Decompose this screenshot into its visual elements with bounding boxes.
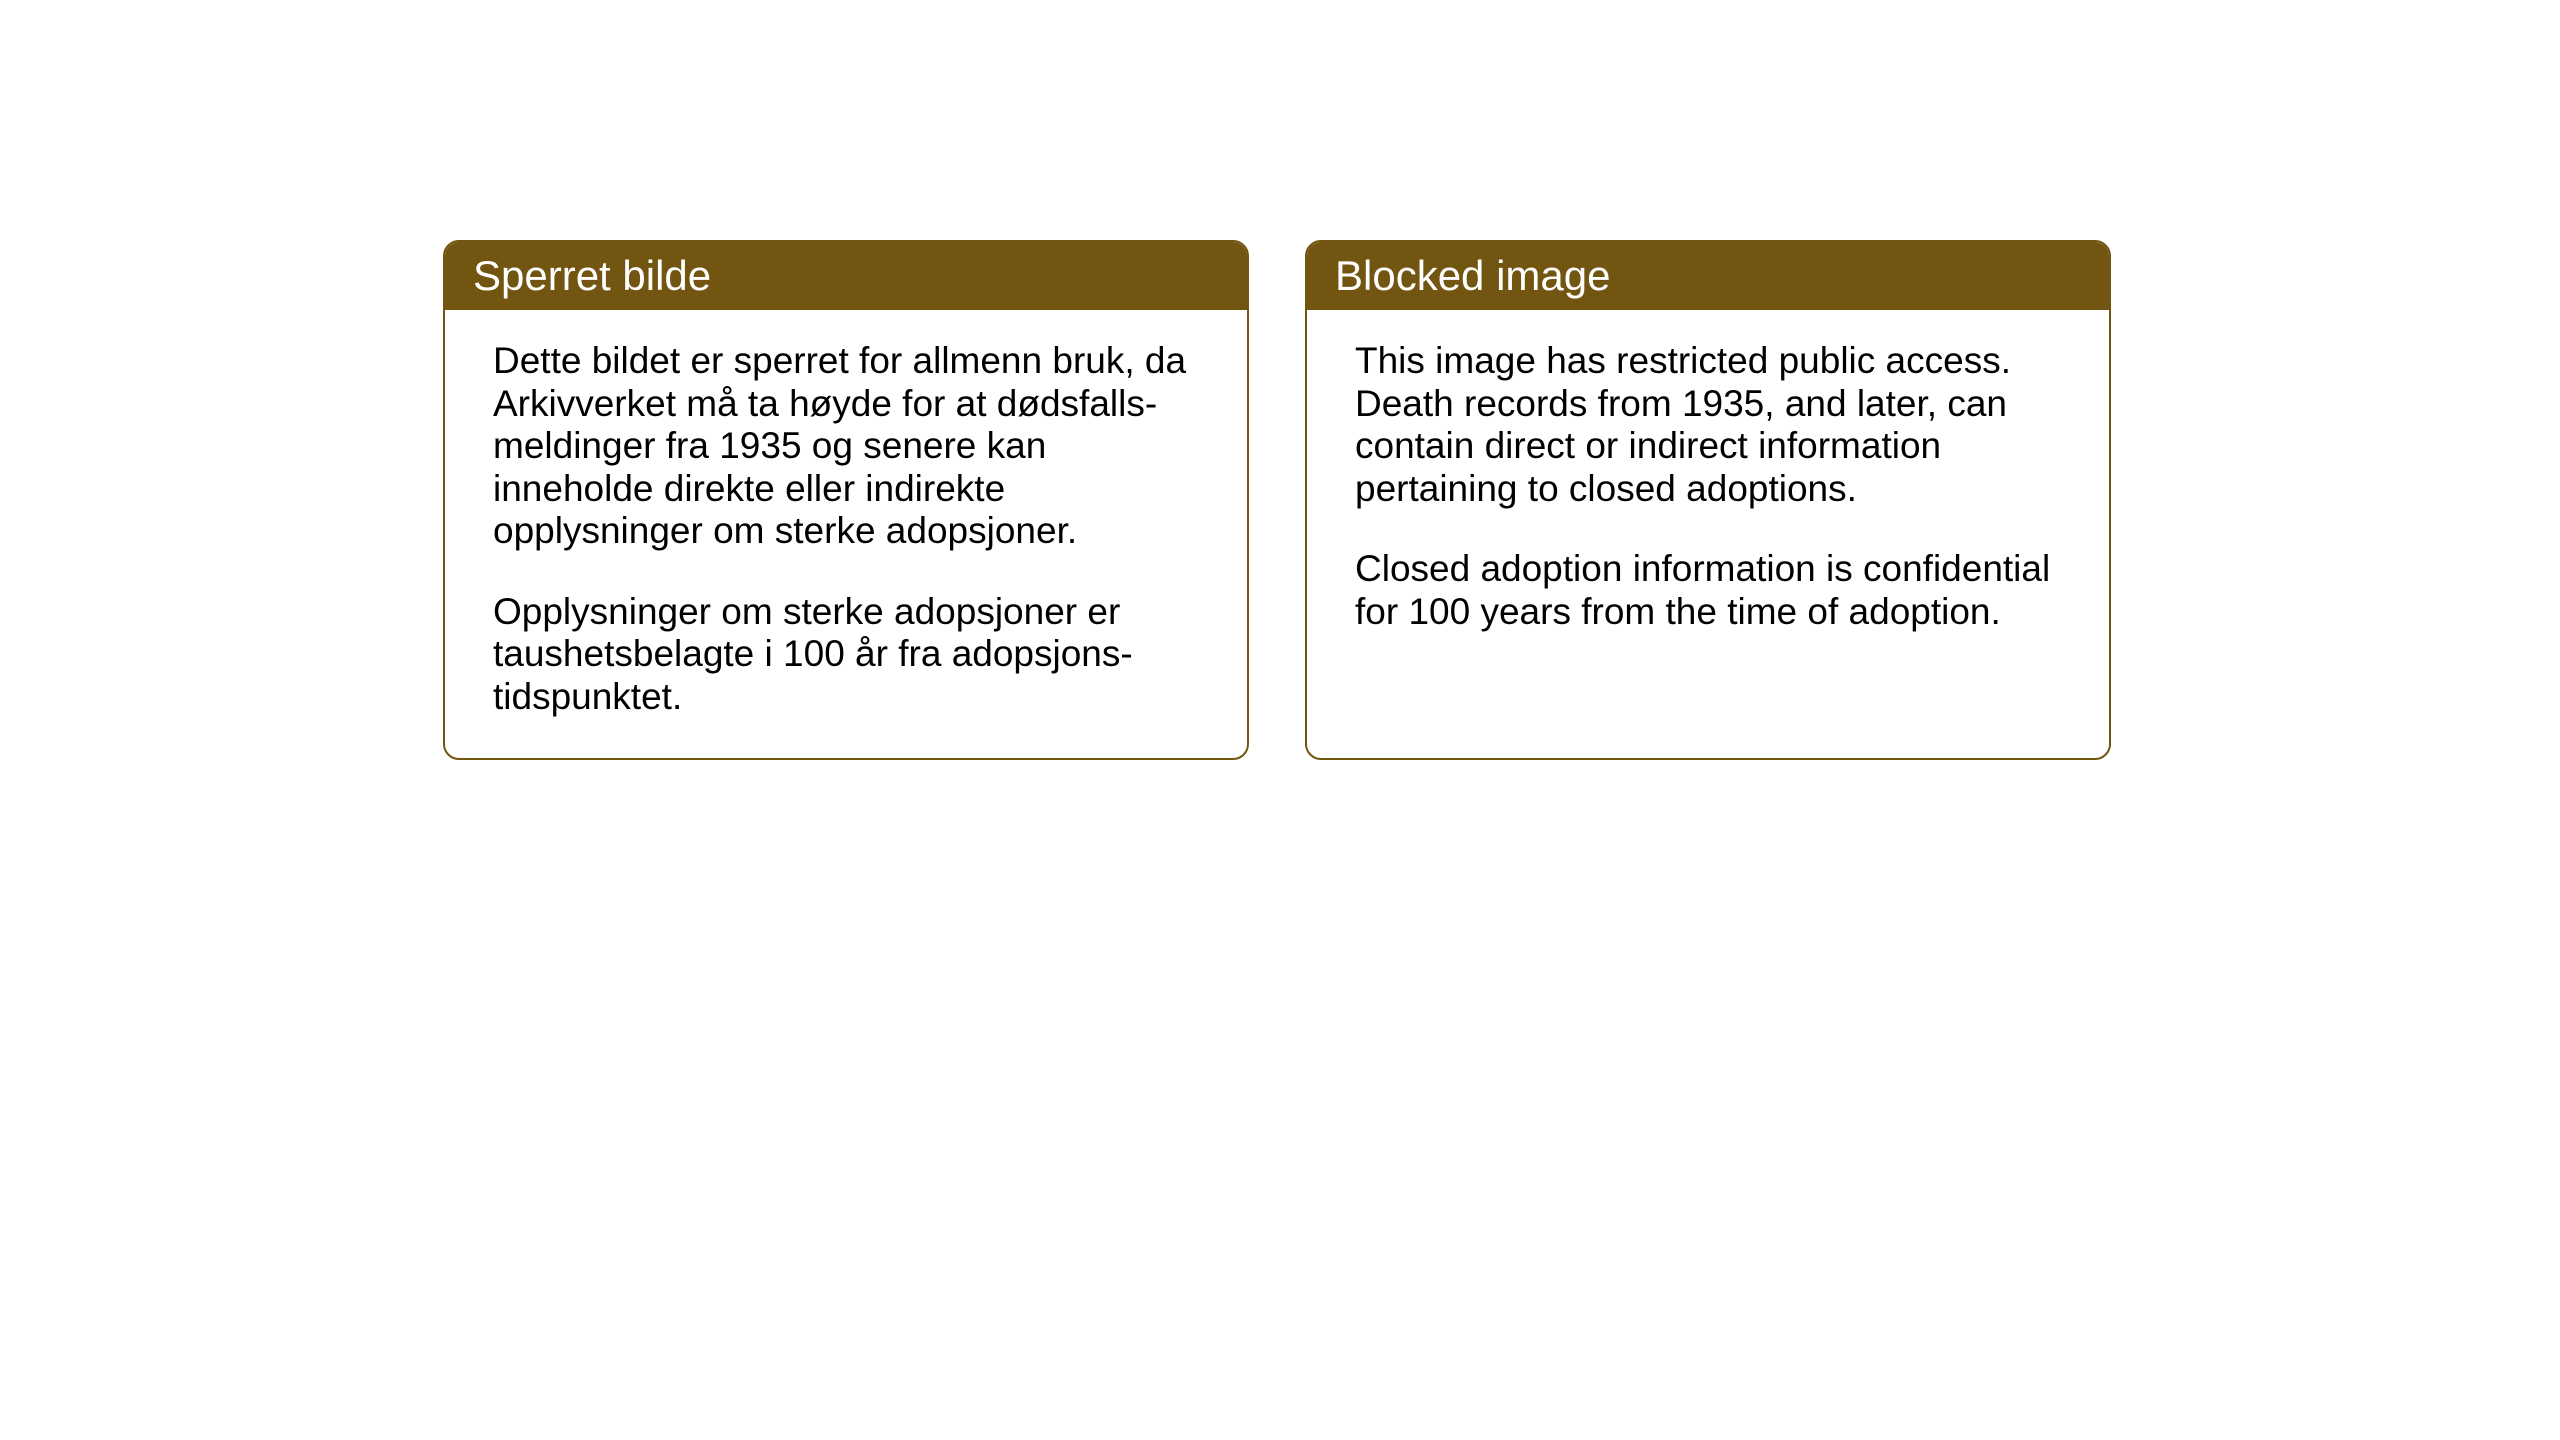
card-body-norwegian: Dette bildet er sperret for allmenn bruk…: [445, 310, 1247, 758]
notice-cards-container: Sperret bilde Dette bildet er sperret fo…: [443, 240, 2111, 760]
card-header-norwegian: Sperret bilde: [445, 242, 1247, 310]
card-paragraph-2-english: Closed adoption information is confident…: [1355, 548, 2061, 633]
card-paragraph-1-english: This image has restricted public access.…: [1355, 340, 2061, 510]
card-paragraph-2-norwegian: Opplysninger om sterke adopsjoner er tau…: [493, 591, 1199, 719]
card-header-english: Blocked image: [1307, 242, 2109, 310]
card-title-norwegian: Sperret bilde: [473, 252, 711, 299]
notice-card-norwegian: Sperret bilde Dette bildet er sperret fo…: [443, 240, 1249, 760]
notice-card-english: Blocked image This image has restricted …: [1305, 240, 2111, 760]
card-body-english: This image has restricted public access.…: [1307, 310, 2109, 740]
card-paragraph-1-norwegian: Dette bildet er sperret for allmenn bruk…: [493, 340, 1199, 553]
card-title-english: Blocked image: [1335, 252, 1610, 299]
